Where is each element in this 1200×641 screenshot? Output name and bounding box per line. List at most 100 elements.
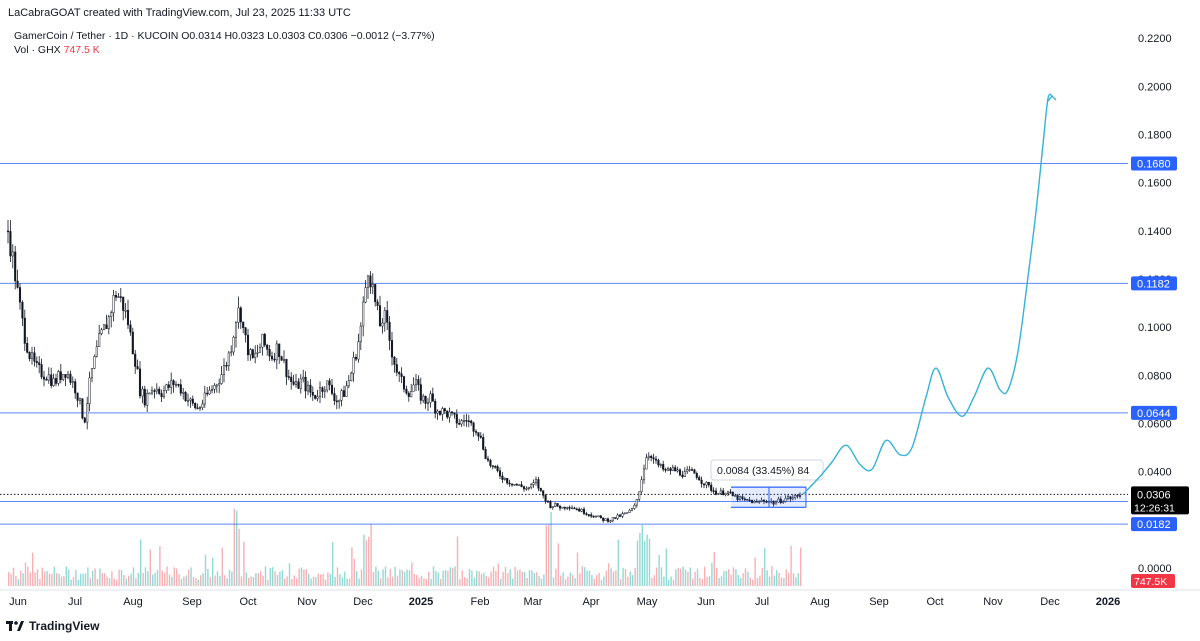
candle-body bbox=[88, 377, 91, 404]
candle-body bbox=[182, 392, 185, 394]
volume-bar bbox=[660, 567, 663, 586]
candle-body bbox=[638, 491, 641, 500]
volume-bar bbox=[120, 570, 123, 586]
candle-body bbox=[796, 495, 799, 497]
volume-bar bbox=[598, 572, 600, 586]
volume-bar bbox=[720, 576, 723, 586]
volume-bar bbox=[627, 576, 629, 586]
level-tag-label: 0.0182 bbox=[1137, 519, 1171, 531]
volume-bar bbox=[329, 574, 331, 586]
volume-bar bbox=[303, 569, 305, 586]
volume-bar bbox=[656, 567, 658, 586]
volume-bar bbox=[152, 574, 154, 586]
volume-bar bbox=[564, 579, 567, 586]
candle-body bbox=[54, 378, 58, 384]
volume-legend[interactable]: Vol · GHX 747.5 K bbox=[14, 44, 100, 56]
volume-bar bbox=[257, 573, 259, 586]
candle-body bbox=[45, 378, 48, 381]
volume-bar bbox=[454, 566, 456, 586]
candle-body bbox=[78, 398, 82, 401]
candle-body bbox=[726, 491, 730, 494]
tradingview-logo[interactable]: TradingView bbox=[6, 619, 99, 633]
volume-bar bbox=[10, 573, 12, 586]
volume-bar bbox=[428, 571, 430, 586]
volume-bar bbox=[524, 572, 526, 586]
candle-body bbox=[126, 310, 130, 326]
candle-body bbox=[750, 499, 754, 504]
candle-body bbox=[309, 384, 312, 393]
volume-bar bbox=[240, 576, 243, 586]
x-tick-label: Jun bbox=[697, 596, 715, 608]
volume-bar bbox=[725, 570, 727, 586]
candle-body bbox=[741, 496, 744, 500]
candle-body bbox=[100, 329, 103, 334]
volume-bar bbox=[380, 578, 382, 586]
volume-bar bbox=[113, 578, 115, 586]
candle-body bbox=[534, 479, 538, 483]
volume-bar bbox=[737, 574, 739, 586]
volume-bar bbox=[696, 568, 699, 586]
candle-body bbox=[98, 333, 101, 347]
volume-bar bbox=[490, 571, 492, 586]
volume-bar bbox=[593, 578, 595, 586]
measure-label: 0.0084 (33.45%) 84 bbox=[717, 465, 809, 477]
candle-body bbox=[710, 484, 713, 491]
volume-bar bbox=[370, 523, 372, 586]
candle-body bbox=[26, 343, 29, 353]
candle-body bbox=[537, 479, 540, 489]
volume-value: 747.5 K bbox=[63, 44, 100, 56]
candle-body bbox=[441, 408, 444, 415]
candle-body bbox=[194, 402, 197, 409]
candle-body bbox=[450, 411, 454, 414]
candle-body bbox=[774, 501, 778, 505]
candle-body bbox=[258, 346, 262, 353]
x-tick-label: May bbox=[637, 596, 658, 608]
volume-bar bbox=[56, 573, 58, 586]
candle-body bbox=[134, 353, 137, 367]
candle-body bbox=[297, 381, 300, 389]
projection-arrow bbox=[1047, 94, 1057, 102]
candle-body bbox=[585, 513, 588, 515]
projection-path[interactable] bbox=[802, 93, 1053, 495]
candle-body bbox=[760, 499, 763, 502]
candle-body bbox=[69, 373, 72, 383]
candle-body bbox=[698, 477, 701, 481]
symbol-ohlc-line[interactable]: GamerCoin / Tether · 1D · KUCOIN O0.0314… bbox=[14, 30, 435, 42]
candle-body bbox=[323, 389, 326, 392]
candle-body bbox=[18, 287, 22, 303]
volume-bar bbox=[471, 570, 473, 586]
candle-body bbox=[186, 400, 190, 402]
candle-body bbox=[280, 356, 283, 361]
candle-body bbox=[770, 500, 773, 503]
volume-bar bbox=[708, 576, 711, 586]
candle-body bbox=[758, 501, 761, 503]
volume-bar bbox=[228, 569, 231, 586]
volume-bar bbox=[192, 576, 195, 586]
candle-body bbox=[446, 410, 449, 418]
volume-bar bbox=[459, 579, 461, 586]
candle-body bbox=[155, 388, 158, 392]
volume-bar bbox=[322, 573, 324, 586]
volume-bar bbox=[663, 576, 665, 586]
level-tag bbox=[1131, 405, 1177, 420]
candle-body bbox=[9, 231, 12, 257]
candle-body bbox=[381, 322, 384, 327]
volume-bar bbox=[243, 541, 245, 586]
candle-body bbox=[434, 400, 437, 414]
candle-body bbox=[374, 284, 377, 303]
volume-bar bbox=[22, 573, 24, 586]
candle-body bbox=[666, 468, 670, 471]
volume-bar bbox=[624, 569, 627, 586]
volume-bar bbox=[648, 538, 651, 586]
candle-body bbox=[712, 490, 715, 492]
candle-body bbox=[798, 495, 802, 497]
candle-body bbox=[150, 390, 154, 394]
volume-bar bbox=[209, 577, 211, 586]
candle-body bbox=[273, 358, 276, 361]
candle-body bbox=[270, 355, 274, 360]
candle-body bbox=[599, 515, 602, 519]
candle-body bbox=[102, 324, 106, 331]
candle-body bbox=[95, 346, 98, 357]
volume-bar bbox=[497, 563, 499, 586]
